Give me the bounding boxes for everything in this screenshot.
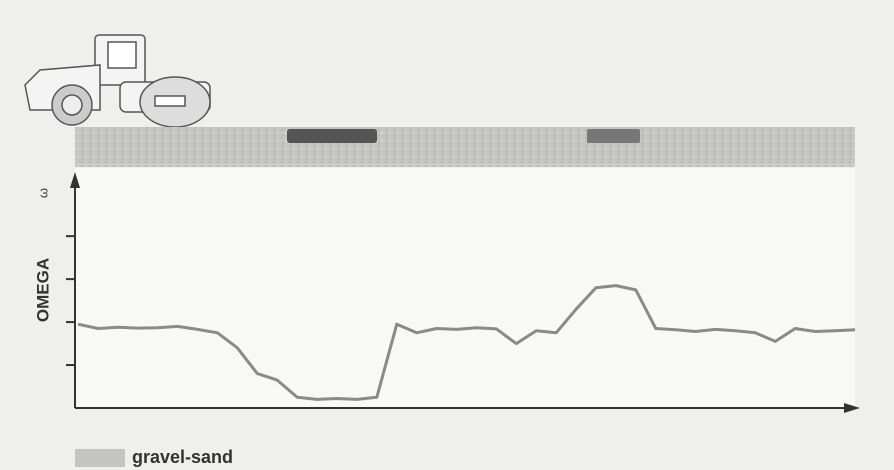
y-axis-unit: ω [35,188,50,198]
y-axis-label: OMEGA [33,258,52,322]
hard-spot [287,129,377,143]
legend-swatch [75,449,125,467]
legend-label: gravel-sand [132,447,233,467]
diagram: OMEGA ω gravel-sand [0,0,894,470]
plot-area [75,168,855,408]
gravel-band [75,127,855,167]
hard-spot [587,129,640,143]
